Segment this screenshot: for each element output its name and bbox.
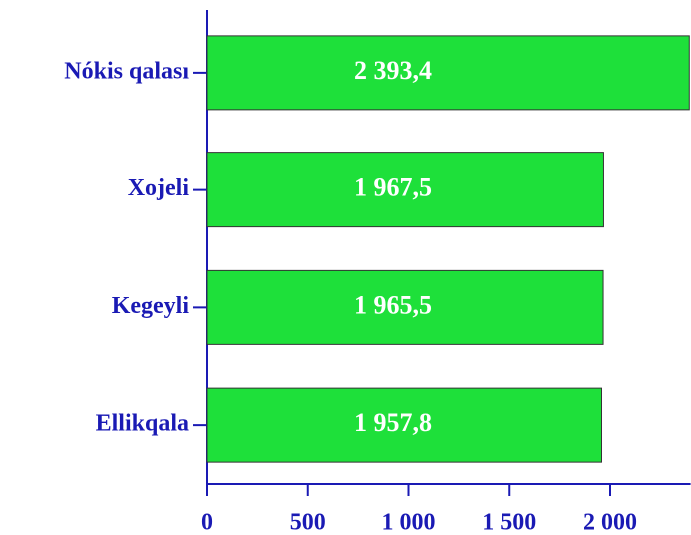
x-tick-label: 1 500 [482,510,536,535]
category-label: Xojeli [128,175,190,201]
x-tick-label: 500 [290,510,326,535]
category-label: Kegeyli [112,293,190,319]
value-label: 2 393,4 [354,56,432,85]
bar [206,152,604,228]
bar [206,269,604,345]
x-tick-label: 2 000 [583,510,637,535]
x-tick-label: 0 [201,510,213,535]
bar [206,387,602,463]
category-label: Ellikqala [96,411,189,437]
category-label: Nókis qalası [64,58,189,84]
bar [206,35,690,111]
value-label: 1 957,8 [354,408,432,437]
value-label: 1 965,5 [354,290,432,319]
value-label: 1 967,5 [354,173,432,202]
x-tick-label: 1 000 [382,510,436,535]
